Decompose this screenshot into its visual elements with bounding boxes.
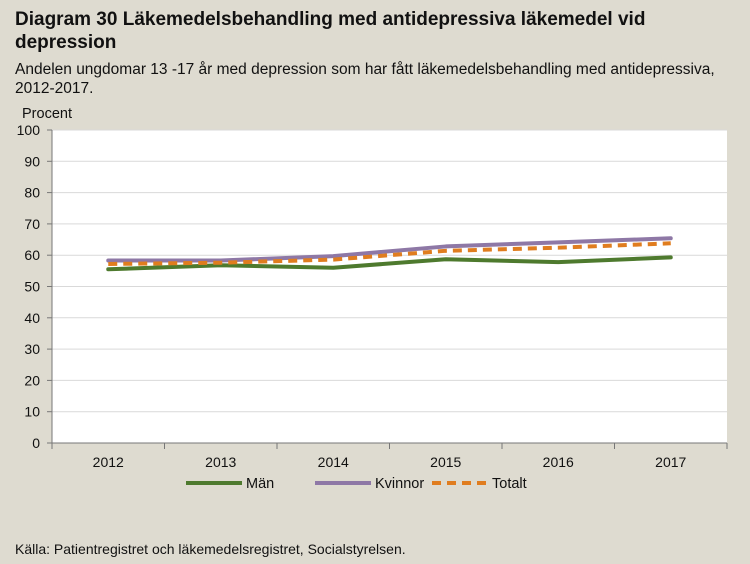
y-tick-label: 100 [17, 122, 41, 138]
legend-label-kvinnor: Kvinnor [375, 476, 424, 492]
y-tick-label: 0 [32, 435, 40, 451]
x-tick-label: 2014 [318, 454, 349, 470]
chart-subtitle: Andelen ungdomar 13 -17 år med depressio… [15, 61, 715, 97]
x-tick-label: 2013 [205, 454, 236, 470]
y-tick-label: 70 [24, 216, 40, 232]
y-tick-label: 20 [24, 372, 40, 388]
y-tick-label: 50 [24, 279, 40, 295]
series-line-man [106, 255, 673, 272]
y-tick-label: 40 [24, 310, 40, 326]
x-tick-label: 2012 [93, 454, 124, 470]
series-line-totalt [108, 241, 671, 266]
x-tick-label: 2017 [655, 454, 686, 470]
series-line-kvinnor [106, 236, 673, 263]
legend-label-totalt: Totalt [492, 476, 527, 492]
y-tick-label: 60 [24, 247, 40, 263]
legend-label-man: Män [246, 476, 274, 492]
y-tick-label: 10 [24, 404, 40, 420]
y-axis-label: Procent [22, 106, 72, 122]
chart-title: Diagram 30 Läkemedelsbehandling med anti… [15, 9, 646, 53]
y-tick-label: 90 [24, 153, 40, 169]
y-tick-label: 30 [24, 341, 40, 357]
x-tick-label: 2015 [430, 454, 461, 470]
y-tick-label: 80 [24, 185, 40, 201]
x-tick-label: 2016 [543, 454, 574, 470]
source-note: Källa: Patientregistret och läkemedelsre… [15, 541, 406, 557]
